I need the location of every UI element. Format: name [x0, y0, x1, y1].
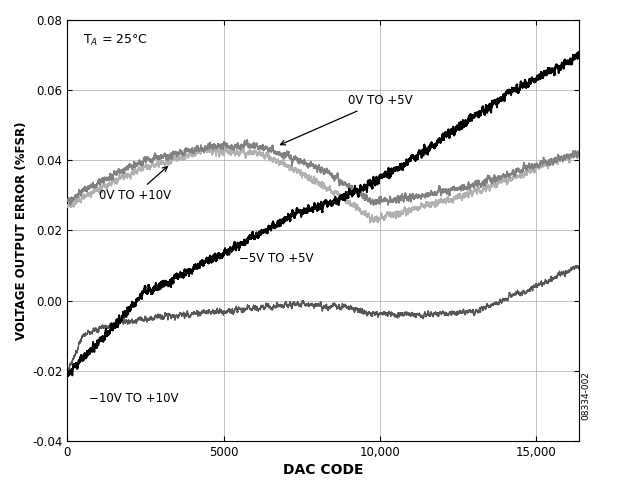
- Text: −5V TO +5V: −5V TO +5V: [239, 252, 314, 265]
- Y-axis label: VOLTAGE OUTPUT ERROR (%FSR): VOLTAGE OUTPUT ERROR (%FSR): [15, 121, 28, 340]
- X-axis label: DAC CODE: DAC CODE: [283, 463, 363, 477]
- Text: T$_A$ = 25°C: T$_A$ = 25°C: [83, 32, 148, 48]
- Text: 0V TO +10V: 0V TO +10V: [99, 167, 171, 202]
- Text: 08334-002: 08334-002: [582, 371, 591, 420]
- Text: 0V TO +5V: 0V TO +5V: [281, 94, 413, 145]
- Text: −10V TO +10V: −10V TO +10V: [89, 393, 179, 405]
